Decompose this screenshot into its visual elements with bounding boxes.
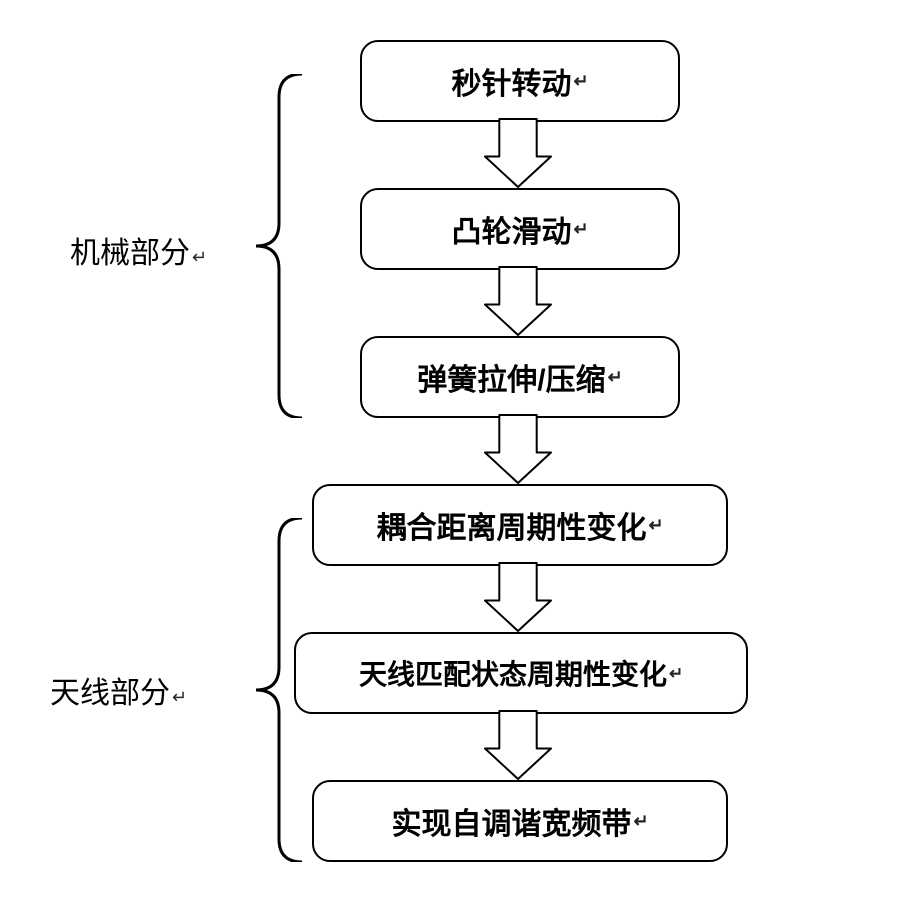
down-arrow-icon	[484, 266, 552, 336]
down-arrow-icon	[484, 562, 552, 632]
group-label-text: 机械部分	[70, 237, 190, 270]
down-arrow-icon	[484, 710, 552, 780]
return-symbol-icon: ↵	[192, 247, 207, 267]
flow-node-label: 实现自调谐宽频带	[391, 799, 631, 843]
flow-node: 凸轮滑动↵	[360, 188, 680, 270]
down-arrow-icon	[484, 118, 552, 188]
return-symbol-icon: ↵	[648, 515, 663, 536]
curly-brace-icon	[256, 518, 302, 862]
flow-node: 天线匹配状态周期性变化↵	[294, 632, 748, 714]
return-symbol-icon: ↵	[573, 71, 588, 92]
flow-node-label: 凸轮滑动	[451, 207, 571, 251]
return-symbol-icon: ↵	[633, 811, 648, 832]
group-label: 机械部分↵	[70, 228, 207, 272]
return-symbol-icon: ↵	[172, 687, 187, 707]
down-arrow-icon	[484, 414, 552, 484]
group-label-text: 天线部分	[50, 677, 170, 710]
group-label: 天线部分↵	[50, 668, 187, 712]
flow-diagram: 秒针转动↵凸轮滑动↵弹簧拉伸/压缩↵耦合距离周期性变化↵天线匹配状态周期性变化↵…	[50, 40, 850, 890]
flow-node: 实现自调谐宽频带↵	[312, 780, 728, 862]
return-symbol-icon: ↵	[573, 219, 588, 240]
flow-node: 耦合距离周期性变化↵	[312, 484, 728, 566]
flow-node: 弹簧拉伸/压缩↵	[360, 336, 680, 418]
flow-node-label: 弹簧拉伸/压缩	[417, 355, 605, 399]
return-symbol-icon: ↵	[669, 663, 683, 684]
curly-brace-icon	[256, 74, 302, 418]
flow-node-label: 天线匹配状态周期性变化	[359, 653, 667, 693]
flow-node: 秒针转动↵	[360, 40, 680, 122]
return-symbol-icon: ↵	[608, 367, 623, 388]
flow-node-label: 耦合距离周期性变化	[376, 503, 646, 547]
flow-node-label: 秒针转动	[451, 59, 571, 103]
